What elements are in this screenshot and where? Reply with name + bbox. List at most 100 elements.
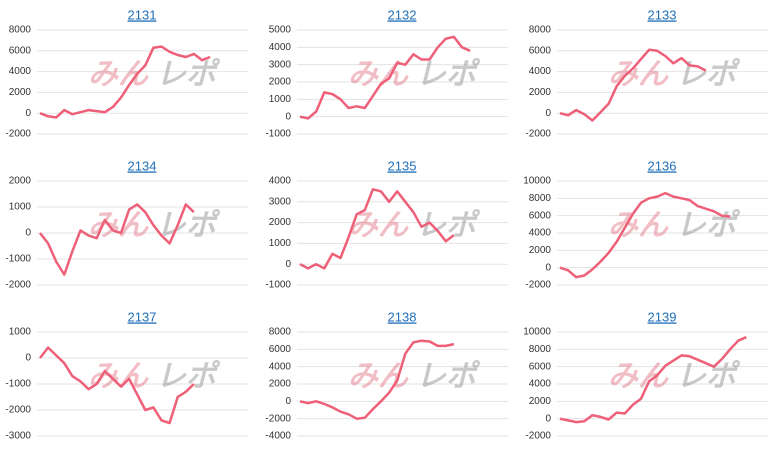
data-line <box>559 336 747 424</box>
y-tick-label: 0 <box>285 111 291 122</box>
watermark-part: みん <box>348 360 409 393</box>
y-tick-label: -2000 <box>5 405 31 416</box>
y-tick-label: 3000 <box>269 59 292 70</box>
watermark-part: みん <box>88 360 149 393</box>
chart-panel: 2134 -2000 -1000 0 1000 2000 みん レポ <box>5 158 248 291</box>
y-tick-label: 2000 <box>529 245 552 256</box>
y-tick-label: 8000 <box>269 327 292 338</box>
data-line <box>39 346 195 425</box>
y-tick-label: 2000 <box>269 379 292 390</box>
y-tick-label: 0 <box>25 353 31 364</box>
watermark: みん レポ <box>608 209 741 242</box>
watermark-part: レポ <box>676 209 741 242</box>
y-tick-label: -2000 <box>5 129 31 140</box>
y-tick-label: 0 <box>285 396 291 407</box>
y-tick-label: -1000 <box>5 379 31 390</box>
watermark-part: レポ <box>416 360 481 393</box>
chart-title[interactable]: 2139 <box>648 309 677 324</box>
watermark: みん レポ <box>88 360 221 393</box>
y-tick-label: 6000 <box>269 344 292 355</box>
data-line <box>559 191 731 279</box>
chart-title[interactable]: 2137 <box>128 309 157 324</box>
chart-panel: 2136 -2000 0 2000 4000 6000 8000 10000 みん レポ <box>523 158 768 291</box>
chart-title[interactable]: 2135 <box>388 158 417 173</box>
watermark-part: みん <box>88 58 149 91</box>
y-tick-label: 4000 <box>269 42 292 53</box>
y-tick-label: 8000 <box>529 25 552 36</box>
chart-panel: 2137 -3000 -2000 -1000 0 1000 みん レポ <box>5 309 248 442</box>
y-tick-label: 6000 <box>529 361 552 372</box>
watermark: みん レポ <box>348 360 481 393</box>
y-tick-label: 0 <box>545 262 551 273</box>
data-line <box>39 45 211 119</box>
y-tick-label: -2000 <box>5 280 31 291</box>
chart-title[interactable]: 2132 <box>388 7 417 22</box>
y-tick-label: 1000 <box>9 202 32 213</box>
y-tick-label: 2000 <box>529 87 552 98</box>
y-tick-label: -1000 <box>265 280 291 291</box>
chart-title[interactable]: 2133 <box>648 7 677 22</box>
y-tick-label: 6000 <box>529 210 552 221</box>
chart-panel: 2139 -2000 0 2000 4000 6000 8000 10000 みん レポ <box>523 309 768 442</box>
y-tick-label: 2000 <box>9 87 32 98</box>
y-tick-label: 0 <box>25 108 31 119</box>
chart-title[interactable]: 2134 <box>128 158 157 173</box>
watermark: みん レポ <box>348 58 481 91</box>
y-tick-label: 4000 <box>269 176 292 187</box>
y-tick-label: 4000 <box>269 361 292 372</box>
y-tick-label: 2000 <box>529 396 552 407</box>
y-tick-label: 0 <box>545 108 551 119</box>
y-tick-label: 0 <box>285 259 291 270</box>
y-tick-label: 2000 <box>269 217 292 228</box>
chart-panel: 2131 -2000 0 2000 4000 6000 8000 みん レポ <box>5 7 248 140</box>
y-tick-label: 8000 <box>529 193 552 204</box>
y-tick-label: 0 <box>25 228 31 239</box>
y-tick-label: 3000 <box>269 196 292 207</box>
y-tick-label: 10000 <box>523 327 551 338</box>
y-tick-label: 2000 <box>269 77 292 88</box>
watermark-part: みん <box>608 360 669 393</box>
watermark: みん レポ <box>608 360 741 393</box>
y-tick-label: -4000 <box>265 431 291 442</box>
watermark-part: みん <box>608 209 669 242</box>
watermark-part: レポ <box>156 209 221 242</box>
y-tick-label: -2000 <box>525 129 551 140</box>
data-line <box>299 188 455 270</box>
chart-panel: 2132 -1000 0 1000 2000 3000 4000 5000 みん レポ <box>265 7 508 140</box>
watermark-part: レポ <box>156 58 221 91</box>
data-line <box>39 203 195 276</box>
y-tick-label: 4000 <box>9 66 32 77</box>
data-line <box>299 339 455 420</box>
y-tick-label: 2000 <box>9 176 32 187</box>
chart-title[interactable]: 2131 <box>128 7 157 22</box>
y-tick-label: 5000 <box>269 25 292 36</box>
y-tick-label: -1000 <box>265 129 291 140</box>
y-tick-label: -2000 <box>265 413 291 424</box>
y-tick-label: -3000 <box>5 431 31 442</box>
chart-panel: 2138 -4000 -2000 0 2000 4000 6000 8000 みん レポ <box>265 309 508 442</box>
y-tick-label: 1000 <box>269 94 292 105</box>
watermark: みん レポ <box>88 209 221 242</box>
y-tick-label: 4000 <box>529 228 552 239</box>
data-line <box>299 35 471 120</box>
chart-title[interactable]: 2136 <box>648 158 677 173</box>
y-tick-label: -2000 <box>525 431 551 442</box>
watermark-part: レポ <box>416 58 481 91</box>
y-tick-label: 10000 <box>523 176 551 187</box>
y-tick-label: 4000 <box>529 379 552 390</box>
chart-title[interactable]: 2138 <box>388 309 417 324</box>
y-tick-label: 8000 <box>9 25 32 36</box>
y-tick-label: 0 <box>545 413 551 424</box>
watermark: みん レポ <box>88 58 221 91</box>
y-tick-label: 4000 <box>529 66 552 77</box>
watermark-part: レポ <box>156 360 221 393</box>
y-tick-label: -1000 <box>5 254 31 265</box>
y-tick-label: 1000 <box>9 327 32 338</box>
y-tick-label: 1000 <box>269 238 292 249</box>
data-line <box>559 48 707 122</box>
y-tick-label: -2000 <box>525 280 551 291</box>
y-tick-label: 6000 <box>529 45 552 56</box>
